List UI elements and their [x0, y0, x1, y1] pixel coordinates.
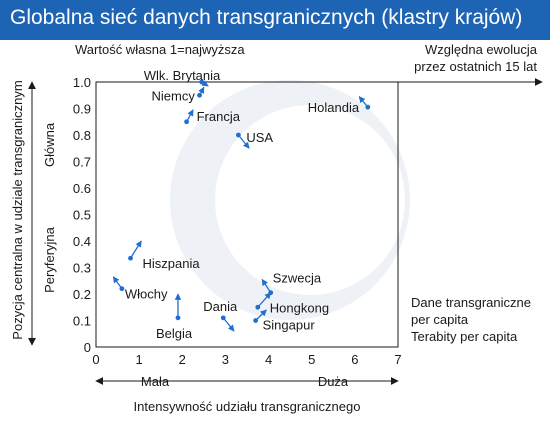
top-note: Wartość własna 1=najwyższa — [75, 42, 245, 57]
x-tick-label: 5 — [308, 352, 315, 367]
trend-arrow — [261, 278, 272, 294]
data-point — [128, 255, 133, 261]
point-label: Wlk. Brytania — [144, 68, 221, 83]
x-tick-label: 0 — [92, 352, 99, 367]
trend-arrow — [237, 134, 250, 149]
x-tick-label: 7 — [394, 352, 401, 367]
axis-ticks: 0 1 2 3 4 5 6 7 0 0.1 0.2 0.3 0.4 0.5 0.6 0.7 0.8 0.9 1.0 — [73, 75, 402, 367]
data-point — [253, 318, 259, 323]
x-annotation-high: Duża — [318, 374, 349, 389]
y-tick-label: 0.2 — [73, 287, 91, 302]
data-point — [255, 304, 261, 310]
x-tick-label: 2 — [179, 352, 186, 367]
side-note-line-3: Terabity per capita — [411, 329, 518, 344]
y-tick-label: 0 — [84, 340, 91, 355]
y-tick-label: 0.6 — [73, 181, 91, 196]
point-label: Dania — [203, 299, 238, 314]
x-tick-label: 4 — [265, 352, 272, 367]
x-tick-label: 1 — [136, 352, 143, 367]
data-point — [365, 104, 371, 110]
scatter-chart: 0 1 2 3 4 5 6 700.10.20.30.40.50.60.70.80.91.0 … — [10, 42, 543, 414]
trend-note-line-2: przez ostatnich 15 lat — [414, 59, 537, 74]
point-label: Hongkong — [270, 300, 329, 315]
y-tick-label: 0.7 — [73, 155, 91, 170]
point-label: Szwecja — [273, 271, 322, 286]
point-label: Belgia — [156, 326, 193, 341]
data-point — [184, 119, 190, 125]
point-label: Włochy — [125, 287, 168, 302]
data-point — [119, 286, 125, 292]
data-point — [235, 132, 241, 138]
data-point — [220, 315, 226, 321]
y-tick-label: 1.0 — [73, 75, 91, 90]
y-tick-label: 0.5 — [73, 208, 91, 223]
x-tick-label: 3 — [222, 352, 229, 367]
data-point — [197, 92, 202, 98]
side-note-line-1: Dane transgraniczne — [411, 295, 531, 310]
y-tick-label: 0.4 — [73, 234, 91, 249]
header-bar: Globalna sieć danych transgranicznych (k… — [0, 0, 550, 40]
trend-arrow — [257, 292, 272, 308]
y-axis-label: Pozycja centralna w udziale transgranicz… — [10, 80, 25, 339]
x-annotation-low: Mała — [141, 374, 170, 389]
chart-title: Globalna sieć danych transgranicznych (k… — [10, 6, 523, 29]
trend-arrow — [112, 276, 123, 290]
y-annotation-low: Peryferyjna — [42, 226, 57, 293]
trend-arrow — [255, 309, 267, 321]
y-tick-label: 0.1 — [73, 314, 91, 329]
point-label: Singapur — [263, 318, 316, 333]
side-note-line-2: per capita — [411, 312, 469, 327]
y-tick-label: 0.9 — [73, 102, 91, 117]
x-axis-label: Intensywność udziału transgranicznego — [134, 399, 361, 414]
point-label: Holandia — [308, 100, 360, 115]
point-label: Francja — [197, 109, 241, 124]
data-point — [175, 315, 181, 321]
y-annotation-high: Główna — [42, 122, 57, 167]
trend-note-line-1: Względna ewolucja — [425, 42, 538, 57]
point-label: Hiszpania — [143, 256, 201, 271]
plot-frame — [95, 81, 399, 348]
data-point — [199, 79, 205, 85]
point-label: Niemcy — [152, 88, 196, 103]
x-tick-label: 6 — [351, 352, 358, 367]
trend-arrow — [222, 317, 235, 332]
y-tick-label: 0.3 — [73, 261, 91, 276]
watermark-logo — [170, 80, 410, 320]
trend-arrow — [129, 240, 142, 259]
point-label: USA — [246, 130, 273, 145]
y-tick-label: 0.8 — [73, 128, 91, 143]
